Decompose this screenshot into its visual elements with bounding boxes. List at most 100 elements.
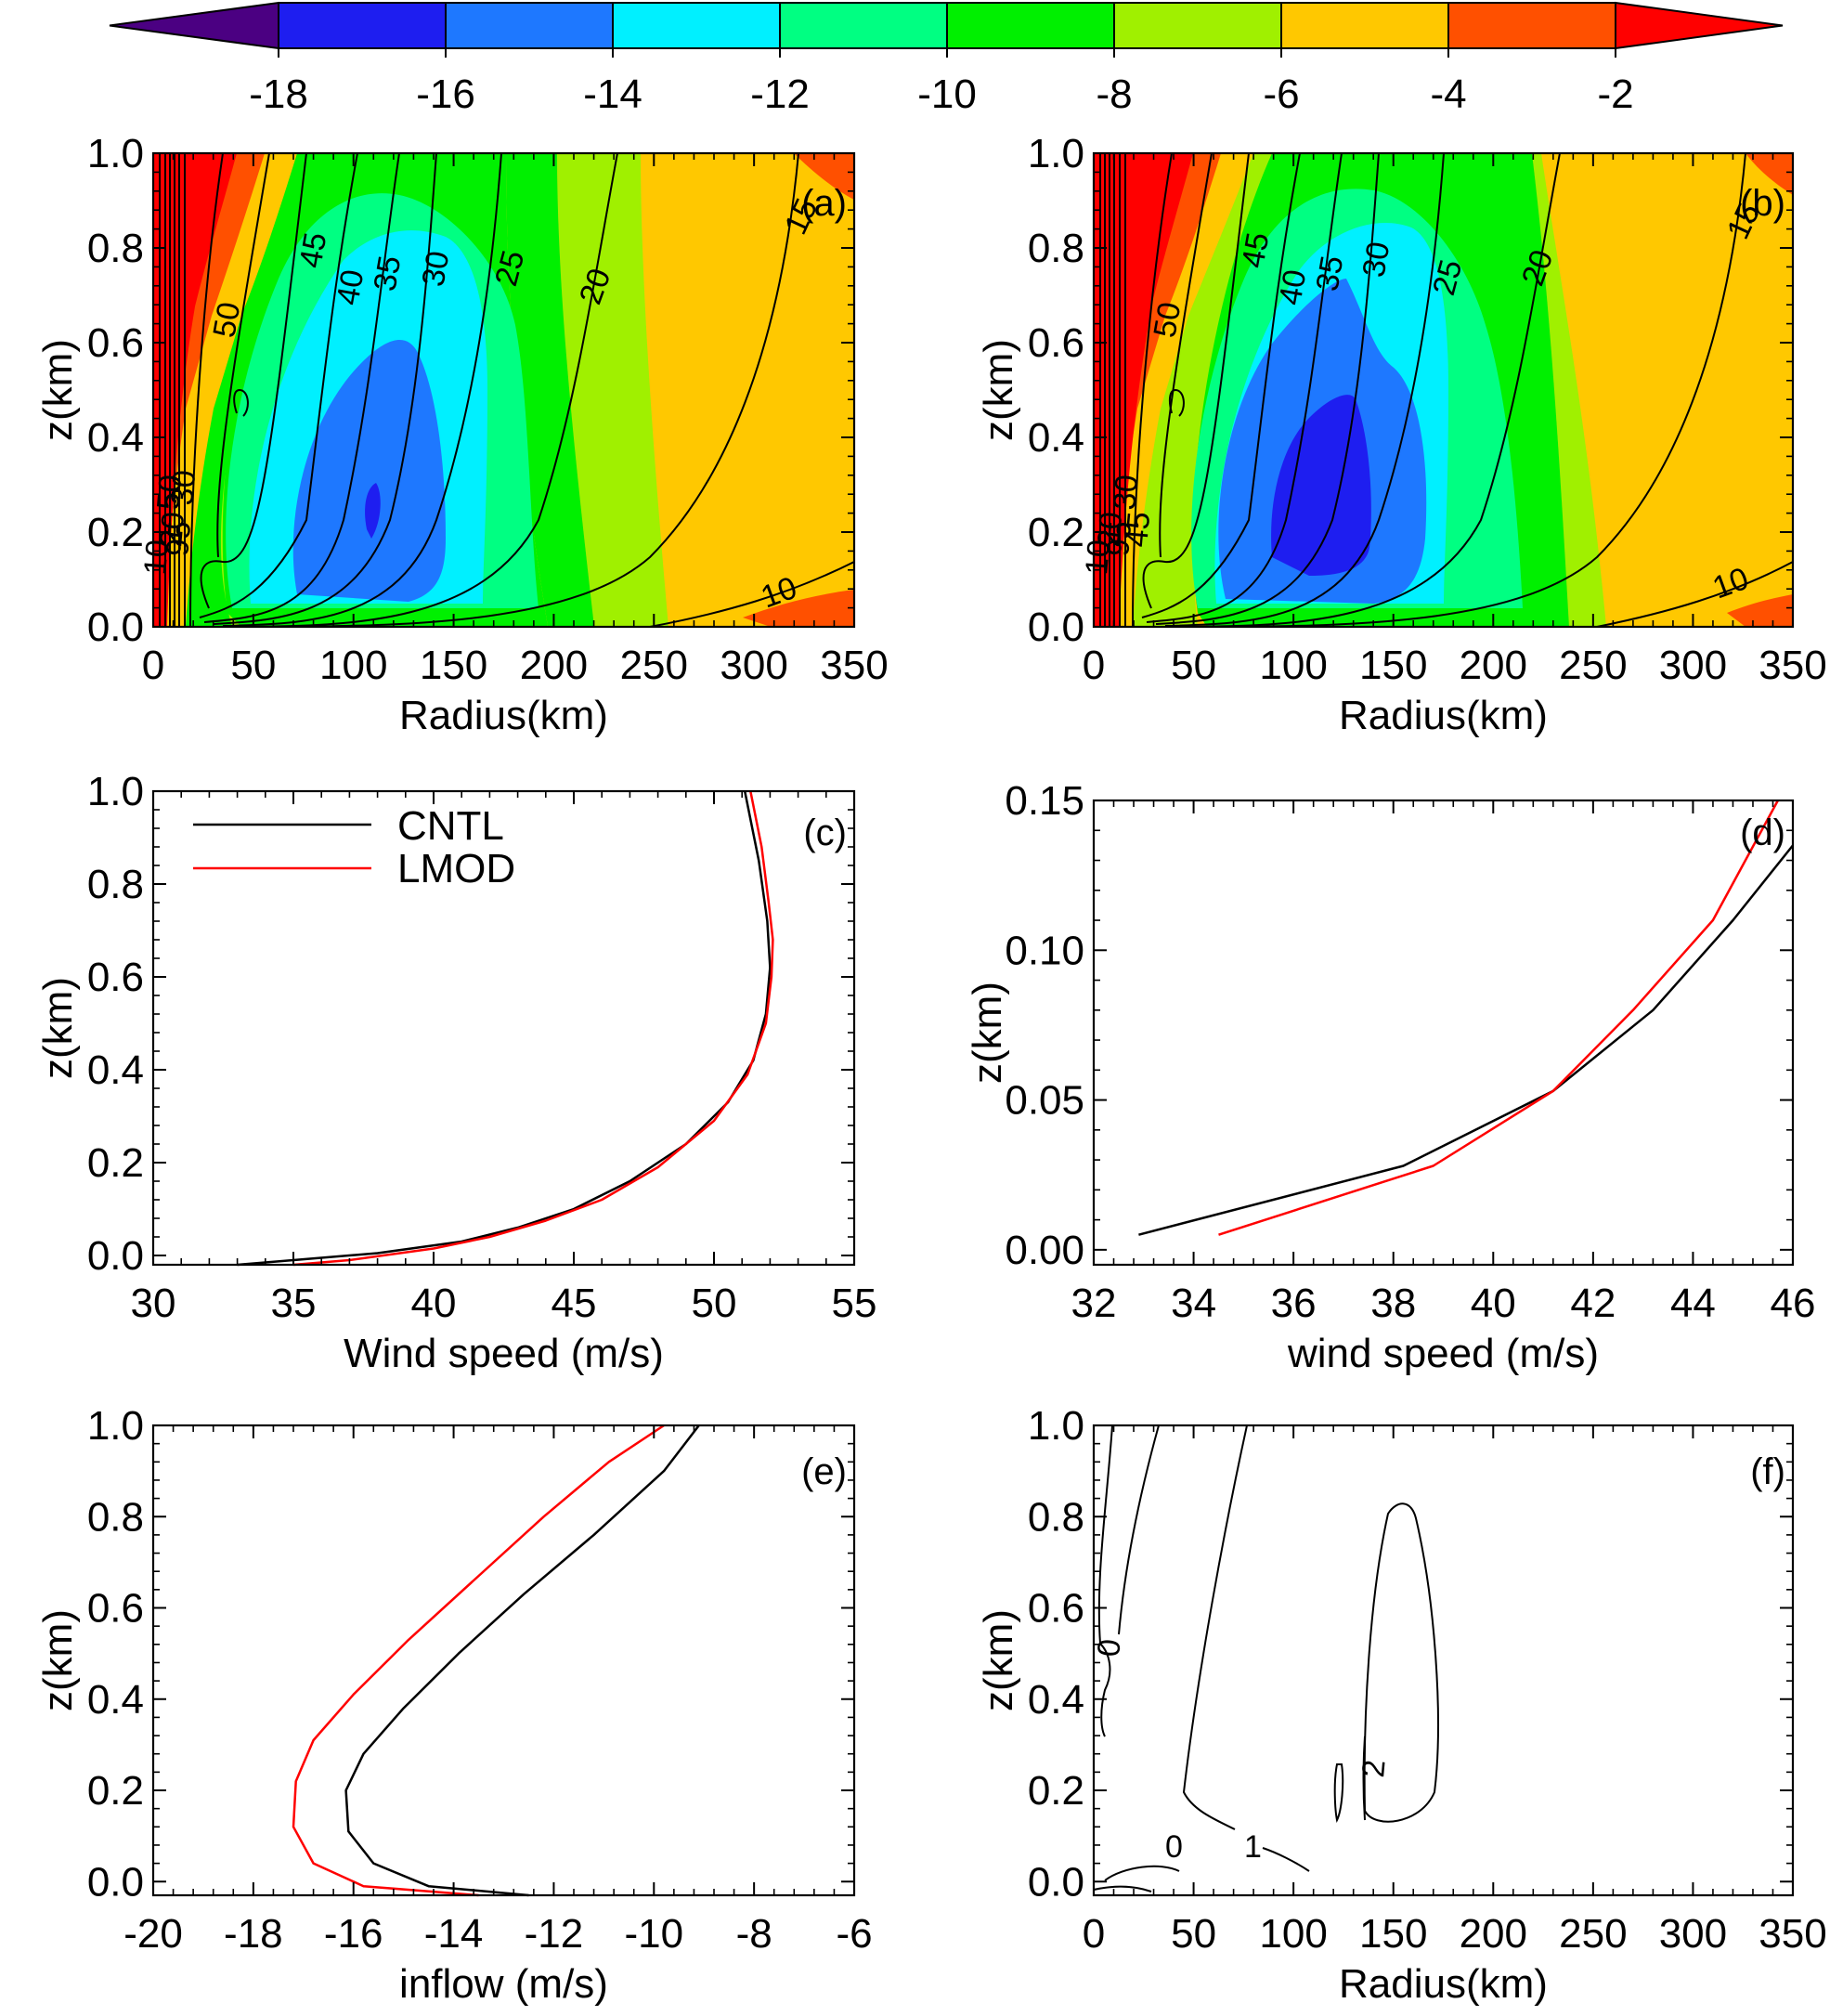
x-tick-label: 250 [1559,643,1627,688]
panel-label-d: (d) [1740,813,1785,853]
contour-label: 30 [164,469,202,507]
colorbar-cell [1280,2,1449,49]
y-tick-label: 0.6 [87,1586,144,1632]
y-tick-label: 0.2 [1028,1768,1084,1814]
x-tick-label: 46 [1771,1281,1816,1326]
series-line-cntl [344,1424,700,1897]
colorbar-tick-label: -14 [583,72,642,117]
x-tick-label: 36 [1271,1281,1317,1326]
y-tick-label: 0.6 [87,955,144,1000]
panel-c-frame [151,789,856,1267]
x-tick-label: -10 [624,1911,683,1957]
colorbar: -18 -16 -14 -12 -10 -8 -6 -4 -2 [109,1,1784,117]
panel-c: CNTL LMOD (c) [151,789,856,1267]
x-tick-label: 42 [1570,1281,1616,1326]
y-tick-label: 0.6 [1028,1586,1084,1632]
x-tick-label: 50 [1171,643,1216,688]
x-tick-label: -8 [736,1911,772,1957]
x-tick-label: 30 [131,1281,176,1326]
panel-a: 50 45 40 35 30 25 20 15 10 10 20 30 50 9… [137,151,856,629]
legend-lmod-label: LMOD [397,846,515,891]
axes-f: 0 50 100 150 200 250 300 3500.00.20.40.60.81.0R… [976,1403,1827,2007]
x-tick-label: 34 [1171,1281,1216,1326]
colorbar-cell [278,2,447,49]
x-tick-label: -16 [324,1911,383,1957]
contour-label: 40 [330,267,370,308]
axes-e: -20 -18 -16 -14 -12 -10 -8 -6 0.0 0.2 0.4 0.6 0.8 1.0… [35,1403,873,2007]
x-tick-label: 350 [1759,1911,1826,1957]
panel-a-contour-labels: 50 45 40 35 30 25 20 15 10 10 20 30 50 9… [137,193,824,615]
x-tick-label: 100 [1259,643,1327,688]
y-axis-label: z(km) [976,1609,1021,1711]
contour-label: 0 [1165,1829,1183,1865]
colorbar-tick-label: -10 [917,72,977,117]
y-tick-label: 0.8 [1028,226,1084,271]
colorbar-cell [109,1,279,50]
colorbar-tick-label: -2 [1597,72,1633,117]
contour-label: 50 [150,474,188,512]
y-tick-label: 0.6 [87,320,144,366]
y-tick-label: 0.0 [87,1233,144,1279]
axes-b: 0 50 100 150 200 250 300 350 0.0 0.2 0.4 0.6 0.8 1.0 R… [976,131,1827,738]
panel-d-frame [1092,799,1795,1267]
colorbar-cell [612,2,781,49]
y-tick-label: 1.0 [87,1403,144,1449]
contour-label: 20 [153,511,191,549]
x-axis-label: Wind speed (m/s) [344,1331,664,1376]
x-tick-label: 150 [420,643,487,688]
y-axis-label: z(km) [35,339,81,441]
y-tick-label: 0.15 [1005,778,1084,824]
legend: CNTL LMOD [193,803,515,891]
panel-f: 0 0 1 2 (f) [1091,1424,1795,1897]
x-tick-label: -18 [224,1911,283,1957]
y-tick-label: 0.2 [1028,510,1084,555]
y-tick-label: 0.8 [1028,1494,1084,1540]
x-tick-label: 40 [411,1281,457,1326]
colorbar-tick-label: -8 [1096,72,1132,117]
panel-label-b: (b) [1740,183,1785,224]
colorbar-cell [1447,2,1616,49]
panel-a-fill [153,153,854,627]
x-tick-label: 50 [1171,1911,1216,1957]
axes-d: 32 34 36 38 40 42 44 46 0.00 0.05 0.10 0.15 wind spe… [965,778,1815,1376]
contour-label: 35 [1309,254,1350,294]
x-tick-label: -12 [525,1911,584,1957]
x-tick-label: -20 [123,1911,183,1957]
panel-b: 50 45 40 35 30 25 20 15 10 10 20 30 45 9… [1079,151,1795,629]
panel-f-contours [1093,1424,1439,1892]
x-tick-label: 350 [820,643,888,688]
y-tick-label: 0.2 [87,510,144,555]
y-tick-label: 0.4 [1028,415,1084,461]
y-tick-label: 1.0 [1028,1403,1084,1449]
x-axis-label: Radius(km) [1339,1961,1548,2007]
panel-label-f: (f) [1750,1451,1785,1492]
x-tick-label: 38 [1370,1281,1416,1326]
y-tick-label: 1.0 [87,131,144,176]
y-tick-label: 0.8 [87,1494,144,1540]
y-tick-label: 0.4 [1028,1677,1084,1723]
x-tick-label: 35 [271,1281,317,1326]
y-tick-label: 0.00 [1005,1228,1084,1273]
y-tick-label: 0.4 [87,1677,144,1723]
y-tick-label: 0.4 [87,1047,144,1093]
x-tick-label: 32 [1071,1281,1117,1326]
y-tick-label: 0.10 [1005,928,1084,973]
contour-label: 30 [1107,474,1145,512]
x-tick-label: 0 [142,643,164,688]
x-tick-label: 50 [692,1281,737,1326]
x-tick-label: 55 [832,1281,877,1326]
contour-label: 45 [1235,230,1276,271]
y-axis-label: z(km) [965,982,1010,1084]
y-axis-label: z(km) [35,977,81,1079]
x-tick-label: 0 [1083,1911,1105,1957]
contour-label: 95 [1100,520,1138,558]
panel-e-frame [151,1424,856,1897]
contour-label: 50 [206,300,247,341]
y-tick-label: 0.2 [87,1140,144,1186]
panel-d: (d) [1092,799,1795,1267]
y-tick-label: 1.0 [87,769,144,814]
panel-f-contour-labels: 0 0 1 2 [1091,1638,1393,1865]
x-tick-label: 200 [520,643,588,688]
x-tick-label: 45 [552,1281,597,1326]
x-tick-label: 300 [1659,1911,1727,1957]
